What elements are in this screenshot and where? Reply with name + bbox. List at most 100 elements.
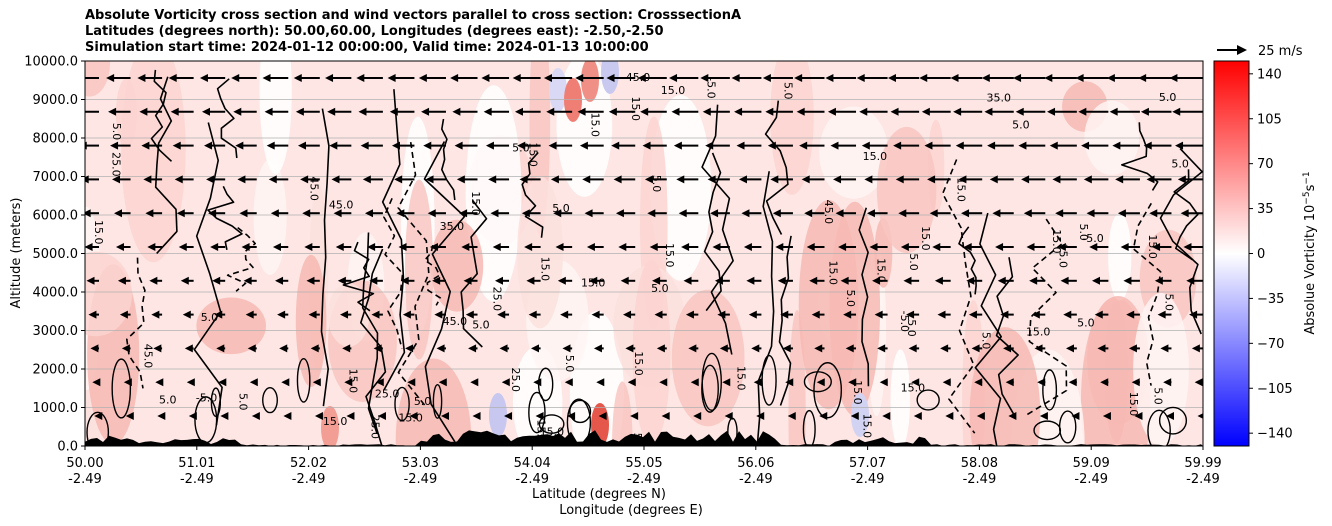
wind-vector-head: [377, 412, 386, 420]
contour-label: 15.0: [539, 257, 552, 282]
wind-vector-head: [780, 310, 789, 319]
contour-label: 45.0: [329, 198, 354, 211]
wind-vector-head: [1128, 344, 1137, 353]
wind-vector-head: [661, 412, 670, 420]
wind-vector-head: [92, 378, 101, 387]
wind-vector-head: [589, 276, 598, 285]
y-tick-label: 3000.0: [33, 324, 79, 339]
wind-vector-head: [787, 412, 796, 420]
wind-vector-head: [1026, 243, 1035, 251]
wind-vector-head: [751, 344, 760, 353]
wind-vector-head: [364, 209, 373, 218]
wind-vector-head: [241, 243, 250, 251]
wind-vector-head: [454, 141, 463, 150]
wind-vector-head: [204, 141, 213, 150]
wind-vector-head: [327, 107, 336, 116]
wind-vector-head: [649, 243, 658, 251]
x-axis-label-longitude: Longitude (degrees E): [559, 503, 703, 518]
wind-vector-head: [1154, 276, 1163, 285]
wind-vector-head: [281, 378, 290, 387]
wind-vector-head: [306, 276, 315, 285]
wind-vector-head: [490, 209, 499, 218]
wind-vector-head: [504, 412, 513, 420]
wind-vector-head: [895, 175, 904, 184]
wind-vector-head: [838, 243, 847, 251]
wind-vector-head: [245, 310, 254, 319]
wind-vector-head: [1115, 175, 1124, 184]
contour-label: 15.0: [863, 150, 888, 163]
wind-vector-head: [981, 74, 990, 82]
wind-vector-head: [582, 175, 591, 184]
wind-vector-head: [283, 412, 292, 420]
wind-vector-head: [945, 412, 954, 420]
contour-small-loop: [1147, 409, 1171, 446]
wind-vector-head: [178, 243, 187, 251]
vorticity-extreme: [489, 393, 507, 437]
wind-vector-head: [394, 175, 403, 184]
wind-vector-head: [279, 344, 288, 353]
x-tick-label-lat: 55.05: [625, 456, 662, 471]
wind-vector-head: [1134, 412, 1143, 420]
contour-label: 25.0: [369, 415, 382, 440]
contour-label: 15.0: [661, 84, 686, 97]
wind-vector-head: [264, 107, 273, 116]
wind-vector-head: [405, 344, 414, 353]
wind-vector-head: [427, 209, 436, 218]
wind-vector-head: [591, 310, 600, 319]
wind-vector-head: [1183, 243, 1192, 251]
wind-vector-head: [676, 175, 685, 184]
contour-label: 15.0: [589, 113, 602, 138]
colorbar-tick-label: 105: [1257, 112, 1282, 127]
contour-negative: [383, 197, 404, 349]
wind-vector-head: [707, 175, 716, 184]
contour-small-loop: [569, 399, 592, 424]
wind-vector-head: [432, 276, 441, 285]
wind-vector-head: [794, 74, 803, 82]
vorticity-extreme: [851, 393, 869, 437]
wind-vector-head: [186, 378, 195, 387]
wind-vector-head: [927, 175, 936, 184]
wind-vector-head: [825, 74, 834, 82]
contour-positive: [764, 100, 789, 235]
wind-vector-head: [937, 310, 946, 319]
x-tick-label-lat: 52.02: [290, 456, 327, 471]
x-tick-label-lat: 56.06: [737, 456, 774, 471]
wind-vector-head: [627, 378, 636, 387]
colorbar-tick-label: −70: [1257, 337, 1284, 352]
wind-vector-head: [367, 243, 376, 251]
wind-vector-head: [1039, 412, 1048, 420]
contour-negative: [1132, 202, 1162, 386]
wind-vector-head: [470, 378, 479, 387]
contour-label: 25.0: [109, 152, 122, 176]
wind-vector-head: [235, 141, 244, 150]
wind-vector-head: [1177, 175, 1186, 184]
wind-vector-head: [919, 74, 928, 82]
wind-vector-head: [1034, 344, 1043, 353]
wind-vector-head: [767, 141, 776, 150]
wind-vector-head: [184, 344, 193, 353]
wind-vector-head: [1106, 74, 1115, 82]
wind-vector-head: [974, 378, 983, 387]
wind-vector-head: [141, 141, 150, 150]
wind-vector-head: [1100, 378, 1109, 387]
wind-vector-head: [402, 310, 411, 319]
wind-vector-head: [247, 344, 256, 353]
wind-vector-head: [859, 107, 868, 116]
x-tick-label-lon: -2.49: [404, 472, 438, 487]
wind-vector-head: [373, 344, 382, 353]
wind-vector-head: [1102, 412, 1111, 420]
wind-vector-head: [88, 310, 97, 319]
wind-vector-head: [827, 107, 836, 116]
contour-label: 45.0: [822, 200, 835, 225]
wind-vector-head: [295, 107, 304, 116]
wind-vector-head: [526, 276, 535, 285]
contour-label: 15.0: [826, 260, 839, 285]
wind-vector-head: [819, 412, 828, 420]
quiver-key-arrowhead: [1237, 45, 1247, 55]
wind-vector-head: [1008, 412, 1017, 420]
contour-positive: [958, 226, 977, 295]
wind-vector-head: [441, 412, 450, 420]
wind-vector-head: [801, 175, 810, 184]
wind-vector-head: [731, 74, 740, 82]
